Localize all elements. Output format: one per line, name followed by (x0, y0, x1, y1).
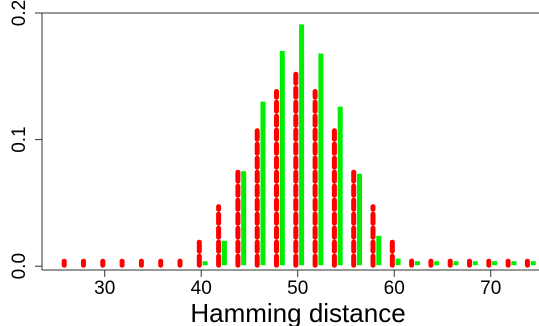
y-axis: 0.0 0.1 0.2 (9, 0, 42, 279)
x-tick-label: 30 (94, 278, 115, 299)
plot-frame (41, 12, 539, 271)
y-tick-label: 0.1 (9, 126, 30, 152)
x-tick-label: 50 (287, 278, 308, 299)
y-tick-label: 0.2 (9, 0, 30, 26)
x-tick-label: 60 (384, 278, 405, 299)
y-tick-label: 0.0 (9, 253, 30, 279)
green-series (202, 24, 536, 266)
red-series (61, 70, 530, 268)
x-axis: 30 40 50 60 70 (94, 270, 501, 299)
x-tick-label: 70 (480, 278, 501, 299)
x-axis-label: Hamming distance (190, 298, 405, 326)
x-tick-label: 40 (191, 278, 212, 299)
